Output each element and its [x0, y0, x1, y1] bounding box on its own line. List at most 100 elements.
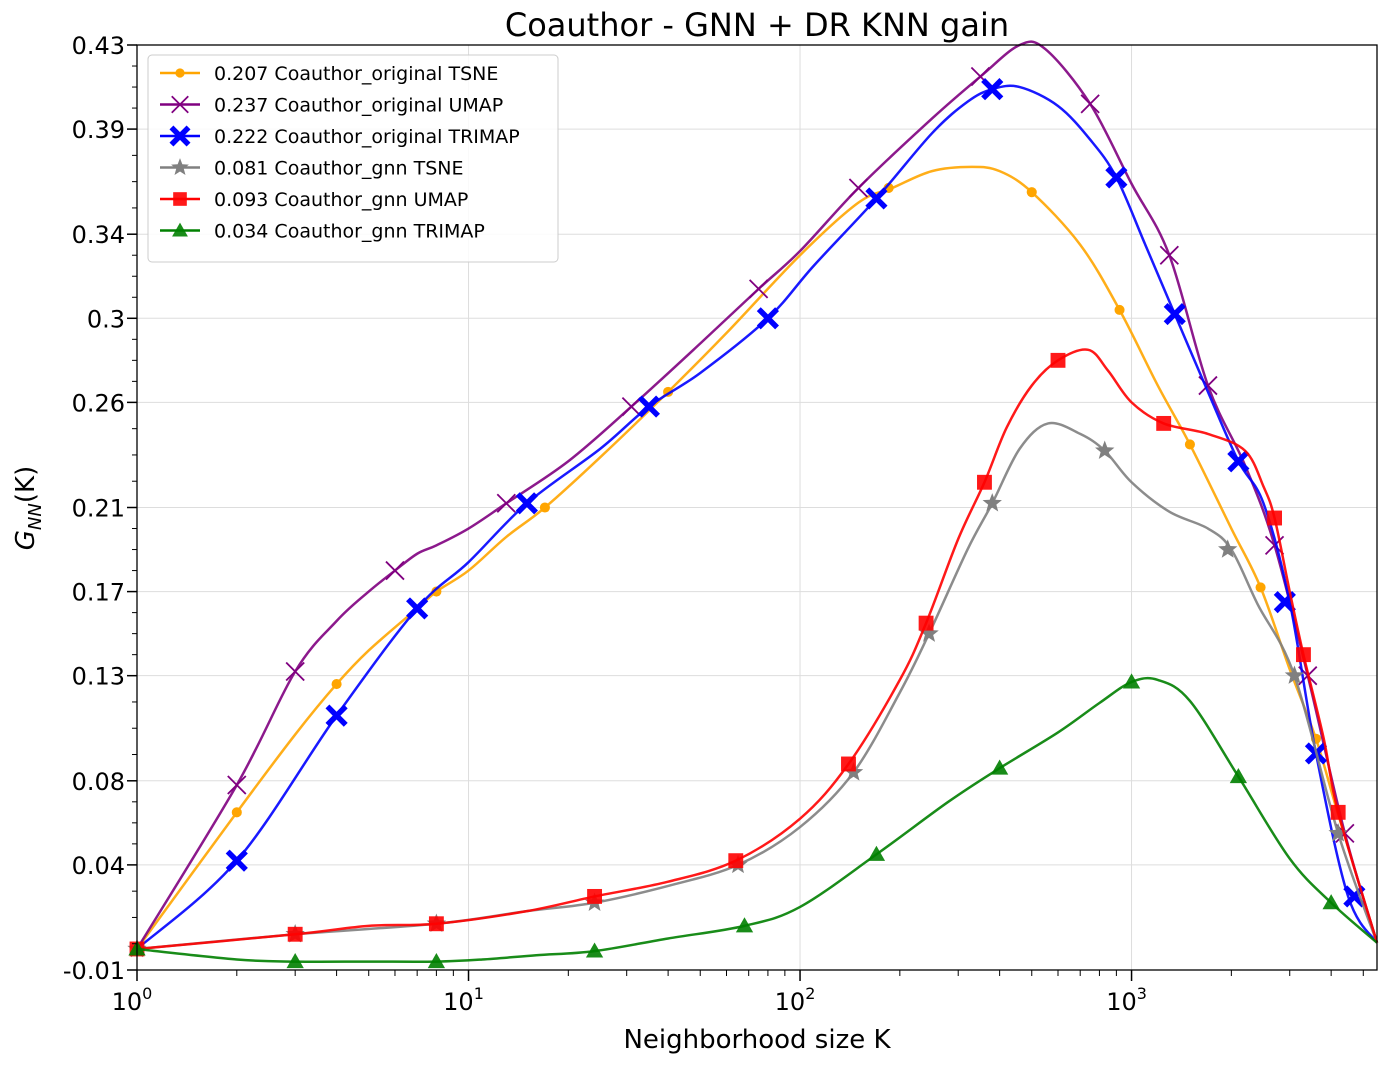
- y-tick-label: 0.08: [72, 768, 125, 796]
- x-tick-exponent: 2: [805, 984, 815, 1003]
- data-point-filled-x: [325, 704, 348, 727]
- data-point-star: [1218, 539, 1238, 558]
- y-tick-label: 0.3: [87, 305, 125, 333]
- legend-label: 0.093 Coauthor_gnn UMAP: [214, 189, 468, 211]
- axes: -0.01 0.04 0.08 0.13 0.17 0.21 0.26 0.3 0.34 0.39…: [63, 32, 1364, 1016]
- data-point-x-stroke: [865, 187, 888, 210]
- data-point-x-stroke: [1159, 245, 1179, 265]
- data-point-square: [173, 192, 187, 206]
- data-point-x-stroke: [637, 395, 660, 418]
- data-point-circle: [231, 807, 242, 818]
- data-point-x-stroke: [169, 125, 191, 147]
- data-point-filled-x: [169, 125, 191, 147]
- data-point-filled-x: [225, 849, 248, 872]
- series-5: [129, 348, 1379, 957]
- data-point-x-stroke: [227, 775, 247, 795]
- data-point-x: [171, 95, 189, 114]
- legend-item: 0.207 Coauthor_original TSNE: [160, 63, 498, 85]
- data-point-filled-x: [1105, 166, 1128, 189]
- data-point-x: [848, 178, 869, 198]
- y-tick-label: 0.04: [72, 852, 125, 880]
- data-point-circle: [539, 502, 550, 513]
- data-point-square: [918, 615, 934, 631]
- data-point-triangle: [172, 222, 188, 237]
- data-point-x-stroke: [1264, 535, 1285, 555]
- legend-label: 0.237 Coauthor_original UMAP: [214, 95, 503, 117]
- x-tick-exponent: 3: [1137, 984, 1147, 1003]
- data-point-x: [496, 493, 516, 513]
- data-point-square: [587, 888, 603, 904]
- data-point-x-stroke: [385, 560, 405, 581]
- series-line: [136, 348, 1379, 951]
- data-point-square: [1296, 647, 1311, 663]
- data-point-circle: [431, 586, 442, 597]
- legend-label: 0.034 Coauthor_gnn TRIMAP: [214, 221, 485, 243]
- data-point-triangle: [1122, 673, 1141, 689]
- data-point-star: [1095, 440, 1115, 459]
- series-layer: [127, 40, 1379, 969]
- data-point-x-stroke: [325, 704, 348, 727]
- y-tick-label: 0.43: [72, 32, 125, 60]
- data-point-circle: [1255, 582, 1266, 593]
- data-point-filled-x: [865, 187, 888, 210]
- data-point-square: [428, 916, 444, 932]
- legend: 0.207 Coauthor_original TSNE 0.237 Coauth…: [147, 54, 559, 263]
- data-point-square: [1050, 352, 1066, 368]
- data-point-filled-x: [406, 597, 429, 620]
- data-point-square: [1267, 510, 1283, 526]
- data-point-x-stroke: [225, 849, 248, 872]
- chart-title: Coauthor - GNN + DR KNN gain: [505, 6, 1009, 44]
- data-point-x: [748, 279, 769, 299]
- data-point-x-stroke: [1163, 303, 1186, 326]
- y-axis-title: GNN(K): [11, 466, 46, 550]
- data-point-x-stroke: [515, 492, 538, 515]
- data-point-x-stroke: [981, 78, 1004, 101]
- data-point-triangle: [990, 759, 1009, 775]
- data-point-triangle: [585, 942, 604, 958]
- data-point-x-stroke: [1105, 166, 1128, 189]
- data-point-filled-x: [637, 395, 660, 418]
- data-point-square: [1156, 415, 1172, 431]
- data-point-filled-x: [1163, 303, 1186, 326]
- x-tick-exponent: 1: [474, 984, 484, 1003]
- data-point-x-stroke: [970, 66, 991, 87]
- data-point-triangle: [1322, 894, 1340, 910]
- data-point-square: [977, 474, 992, 490]
- legend-item: 0.222 Coauthor_original TRIMAP: [160, 125, 520, 148]
- data-point-triangle: [867, 845, 886, 861]
- data-point-x: [621, 396, 642, 417]
- data-point-circle: [331, 679, 342, 690]
- data-point-x-stroke: [1198, 375, 1218, 396]
- data-point-x-stroke: [756, 307, 779, 330]
- y-tick-label: 0.26: [72, 389, 125, 417]
- y-tick-label: 0.39: [72, 116, 125, 144]
- data-point-filled-x: [1227, 450, 1250, 473]
- data-point-x-stroke: [406, 597, 429, 620]
- data-point-x: [385, 560, 405, 581]
- legend-item: 0.237 Coauthor_original UMAP: [160, 95, 503, 117]
- data-point-x-stroke: [748, 279, 769, 299]
- data-point-filled-x: [756, 307, 779, 330]
- data-point-x-stroke: [1273, 591, 1296, 614]
- data-point-triangle: [1229, 767, 1248, 784]
- series-line: [136, 84, 1379, 950]
- data-point-circle: [1114, 304, 1125, 315]
- y-tick-label: 0.17: [72, 579, 125, 607]
- legend-item: 0.081 Coauthor_gnn TSNE: [160, 158, 464, 180]
- legend-box: [147, 54, 559, 263]
- data-point-circle: [1026, 187, 1037, 198]
- data-point-triangle: [286, 952, 304, 969]
- data-point-star: [1328, 823, 1348, 842]
- legend-label: 0.207 Coauthor_original TSNE: [214, 63, 498, 85]
- data-point-star: [982, 493, 1002, 512]
- legend-item: 0.034 Coauthor_gnn TRIMAP: [160, 221, 485, 243]
- data-point-filled-x: [1273, 591, 1296, 614]
- data-point-x: [227, 775, 247, 795]
- legend-label: 0.081 Coauthor_gnn TSNE: [214, 158, 464, 180]
- x-tick-exponent: 0: [142, 984, 152, 1003]
- data-point-circle: [175, 68, 185, 78]
- data-point-filled-x: [981, 78, 1004, 101]
- y-tick-label: 0.34: [72, 221, 125, 249]
- y-axis-title-base: G: [11, 530, 41, 550]
